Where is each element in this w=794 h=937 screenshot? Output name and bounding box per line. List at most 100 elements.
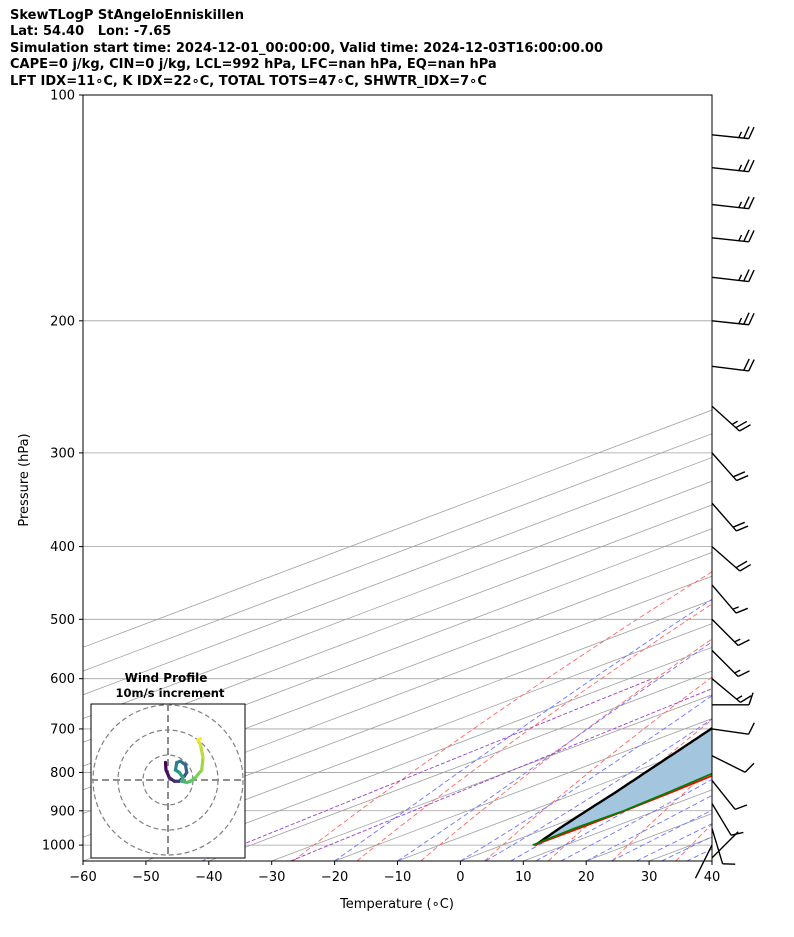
x-tick-label: −60: [69, 870, 96, 885]
wind-barb-staff: [711, 649, 739, 678]
wind-barb-staff: [711, 502, 737, 532]
x-axis-label: Temperature (∘C): [339, 897, 454, 912]
wind-barb-flag: [748, 722, 755, 735]
dewpoint-line: [532, 772, 712, 846]
x-tick-label: −10: [384, 870, 411, 885]
y-tick-label: 1000: [42, 839, 75, 854]
isotherm-line: [83, 433, 712, 672]
wind-barb-halfflag: [736, 695, 743, 700]
wind-barb-halfflag: [734, 638, 741, 643]
wind-barb: [711, 229, 755, 243]
wind-barb-staff: [711, 546, 741, 572]
wind-barb: [711, 405, 751, 432]
wind-barb-flag: [734, 804, 748, 811]
hodograph-title: Wind Profile: [125, 671, 208, 685]
x-tick-label: 40: [704, 870, 721, 885]
wind-barb-halfflag: [738, 317, 743, 324]
moist-adiabat: [535, 760, 712, 861]
wind-barb: [711, 828, 736, 865]
wind-barb-flag: [748, 692, 754, 705]
moist-adiabat: [460, 695, 712, 861]
x-tick-label: −50: [132, 870, 159, 885]
wind-barb: [711, 126, 755, 140]
moist-adiabat: [560, 778, 712, 861]
wind-barb-staff: [711, 755, 746, 773]
title-indices-1: CAPE=0 j/kg, CIN=0 j/kg, LCL=992 hPa, LF…: [10, 57, 497, 73]
wind-barb-flag: [743, 159, 750, 172]
wind-barb: [711, 780, 748, 811]
hodograph-segment: [193, 768, 204, 780]
wind-barb-halfflag: [738, 201, 743, 208]
x-tick-label: 20: [578, 870, 595, 885]
wind-barb-staff: [711, 678, 741, 703]
wind-barb: [694, 844, 713, 879]
wind-barb: [712, 692, 754, 706]
wind-barb: [711, 312, 755, 326]
wind-barb-staff: [711, 452, 738, 482]
y-tick-label: 500: [50, 613, 75, 628]
wind-barb-flag: [743, 229, 750, 242]
isotherm-line: [83, 409, 712, 648]
isotherm-line: [83, 599, 712, 838]
wind-barb: [711, 618, 750, 647]
mixing-ratio-line: [290, 688, 712, 861]
x-tick-label: 30: [641, 870, 658, 885]
wind-barb-halfflag: [732, 606, 739, 610]
y-tick-label: 400: [50, 540, 75, 555]
wind-barb-flag: [737, 670, 750, 678]
title-indices-2: LFT IDX=11∘C, K IDX=22∘C, TOTAL TOTS=47∘…: [10, 73, 487, 89]
mixing-ratio-line: [201, 678, 653, 861]
wind-barb-flag: [743, 358, 750, 371]
wind-barb: [711, 831, 739, 859]
moist-adiabat: [636, 823, 712, 861]
cin-area: [534, 728, 712, 846]
y-tick-label: 100: [50, 89, 75, 104]
y-tick-label: 300: [50, 446, 75, 461]
y-tick-label: 800: [50, 766, 75, 781]
wind-barb-staff: [711, 618, 739, 646]
wind-barb: [711, 546, 752, 572]
wind-barb-halfflag: [738, 164, 743, 171]
wind-barb-flag: [748, 312, 755, 326]
wind-barb-flag: [735, 607, 749, 614]
isotherm-line: [83, 623, 712, 861]
wind-barb-halfflag: [738, 131, 743, 138]
wind-barb-staff: [711, 405, 740, 432]
wind-barb-flag: [748, 269, 755, 282]
y-tick-label: 200: [50, 314, 75, 329]
wind-barb: [711, 649, 750, 678]
wind-barb-staff: [711, 780, 736, 810]
wind-barb: [711, 452, 749, 482]
wind-barb-flag: [744, 762, 755, 773]
hodograph-subtitle: 10m/s increment: [116, 686, 225, 700]
x-tick-label: 0: [456, 870, 464, 885]
wind-barb-flag: [740, 695, 752, 703]
wind-barb-staff: [711, 828, 724, 865]
wind-barb-staff: [711, 584, 737, 614]
wind-barb-staff: [711, 728, 749, 735]
wind-barb: [711, 678, 752, 703]
wind-barb-flag: [737, 639, 750, 647]
dry-adiabat: [740, 95, 794, 861]
y-tick-label: 900: [50, 804, 75, 819]
wind-barb-halfflag: [738, 234, 743, 242]
wind-barb-flag: [732, 521, 746, 528]
wind-barb: [711, 159, 755, 173]
title-times: Simulation start time: 2024-12-01_00:00:…: [10, 40, 603, 56]
wind-barb-flag: [739, 563, 752, 572]
hodograph-segment: [200, 755, 205, 772]
wind-barb-flag: [735, 420, 748, 429]
hodograph-segment: [198, 743, 205, 760]
wind-barb: [711, 196, 755, 210]
dry-adiabat: [420, 638, 712, 861]
isotherm-line: [145, 646, 712, 861]
wind-barb-staff: [711, 365, 749, 372]
wind-barb: [711, 755, 755, 773]
wind-barb-staff: [711, 276, 749, 283]
wind-barb-flag: [748, 126, 755, 139]
wind-barb-staff: [711, 803, 732, 836]
wind-barb-staff: [711, 320, 749, 326]
wind-barb-staff: [711, 203, 749, 210]
parcel-profile-line: [534, 726, 712, 847]
